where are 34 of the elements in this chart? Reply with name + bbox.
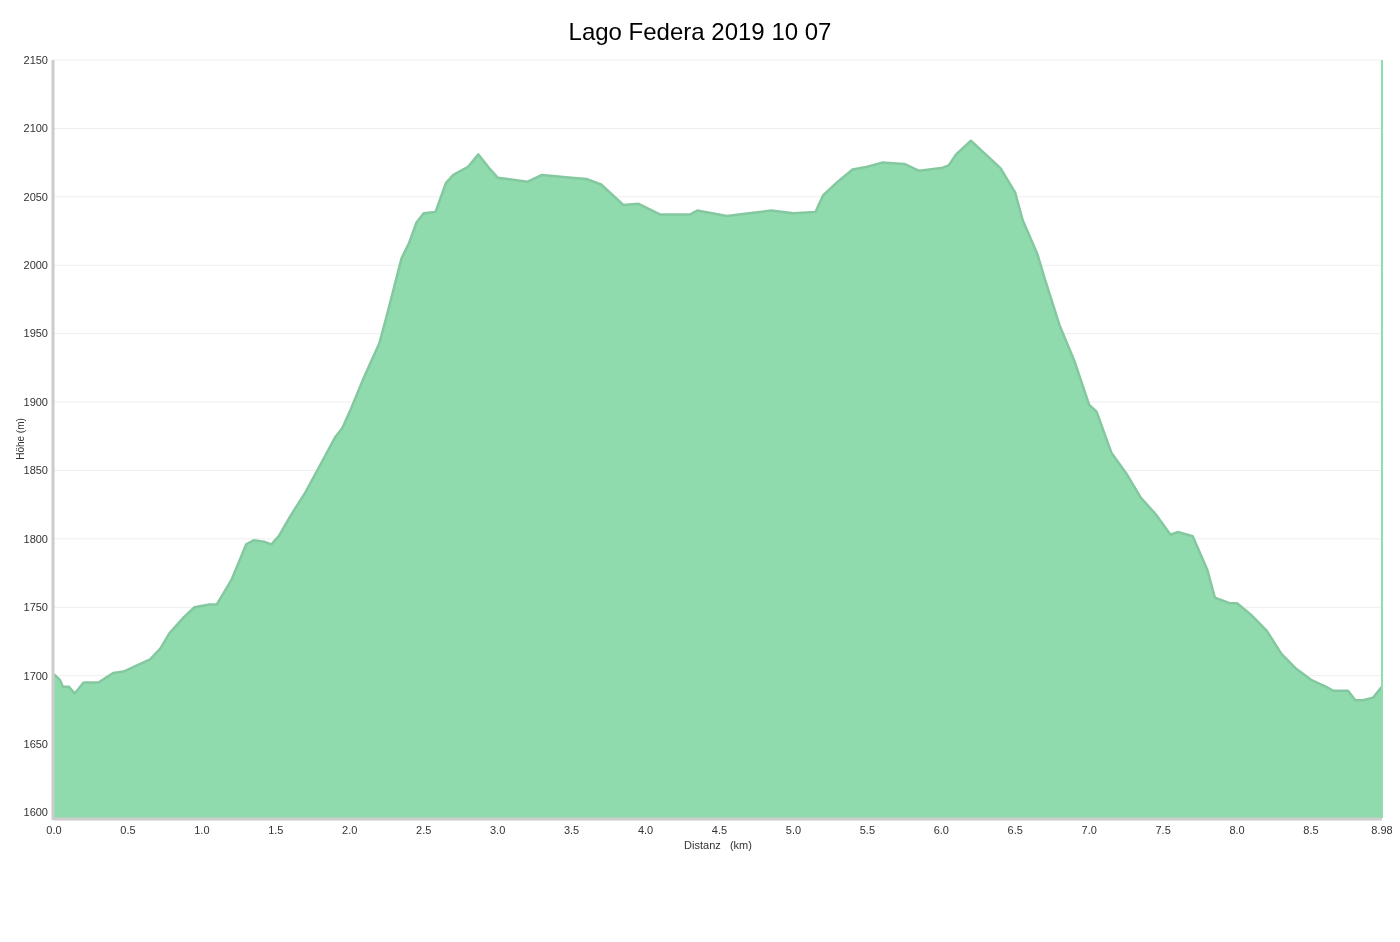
x-tick-label: 8.5: [1303, 824, 1319, 836]
x-tick-label: 6.0: [933, 824, 949, 836]
x-tick-label: 0.5: [120, 824, 136, 836]
x-tick-label: 8.0: [1229, 824, 1245, 836]
y-tick-label: 1600: [23, 806, 48, 819]
x-tick-label: 4.0: [637, 824, 654, 836]
x-tick-label: 5.0: [785, 824, 802, 836]
y-tick-label: 2150: [23, 53, 48, 66]
y-tick-label: 1850: [23, 464, 48, 477]
y-tick-label: 1900: [23, 395, 48, 408]
x-tick-label: 3.5: [563, 824, 580, 836]
x-axis-title: Distanz (km): [684, 839, 752, 851]
x-tick-label: 3.0: [490, 824, 506, 836]
x-tick-label: 6.5: [1007, 824, 1023, 836]
x-tick-label: 4.5: [711, 824, 728, 836]
y-tick-label: 2050: [23, 190, 48, 203]
x-tick-label: 2.5: [416, 824, 432, 836]
x-tick-label: 0.0: [46, 824, 62, 836]
x-tick-label: 7.0: [1081, 824, 1097, 836]
y-tick-label: 2000: [23, 259, 48, 272]
y-tick-label: 1800: [23, 532, 48, 545]
y-tick-label: 1700: [23, 669, 48, 682]
x-tick-label: 2.0: [342, 824, 358, 836]
x-tick-label: 1.0: [194, 824, 210, 836]
y-tick-label: 2100: [23, 122, 48, 135]
y-axis-title: Höhe (m): [15, 418, 26, 460]
x-tick-label: 5.5: [859, 824, 876, 836]
chart-title: Lago Federa 2019 10 07: [568, 18, 832, 45]
y-tick-label: 1650: [23, 737, 48, 750]
x-tick-label: 7.5: [1155, 824, 1171, 836]
y-tick-label: 1750: [23, 601, 48, 614]
y-tick-label: 1950: [23, 327, 48, 340]
x-tick-label: 1.5: [268, 824, 284, 836]
x-tick-label: 8.98: [1371, 824, 1393, 836]
